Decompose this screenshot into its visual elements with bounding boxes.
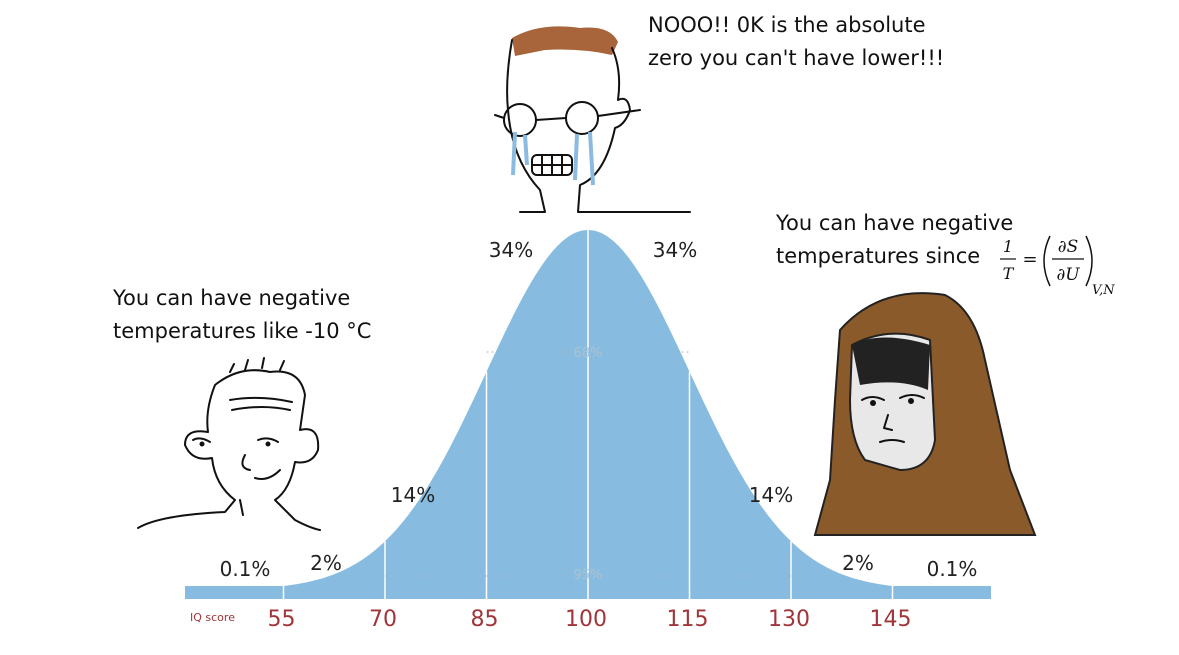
formula: 1 T = ∂S ∂U V,N <box>1000 235 1115 298</box>
tick-label: 100 <box>565 607 607 632</box>
caption: temperatures since <box>776 244 980 268</box>
tick-label: 145 <box>870 607 912 632</box>
formula-equals: = <box>1022 249 1037 270</box>
formula-subscript: V,N <box>1092 283 1115 298</box>
tick-label: 85 <box>471 607 499 632</box>
caption: NOOO!! 0K is the absolute <box>648 13 926 37</box>
band-label: 14% <box>749 483 793 507</box>
formula-partial-bottom: ∂U <box>1056 265 1080 285</box>
inner-label: 68% <box>574 346 603 361</box>
band-label: 34% <box>489 238 533 262</box>
parentheses <box>1043 235 1093 287</box>
formula-numerator: 1 <box>1003 237 1013 256</box>
formula-denominator: T <box>1003 264 1015 283</box>
axis-label: IQ score <box>190 611 235 624</box>
band-label: 14% <box>391 483 435 507</box>
formula-partial-top: ∂S <box>1058 237 1078 257</box>
caption: You can have negative <box>112 286 350 310</box>
caption: temperatures like -10 °C <box>113 319 371 343</box>
band-label: 0.1% <box>220 557 271 581</box>
band-label: 0.1% <box>927 557 978 581</box>
right-character <box>813 292 1037 536</box>
band-label: 2% <box>842 551 874 575</box>
left-character <box>137 357 321 531</box>
bell-curve: 68% 95% 0.1% 2% 14% 34% 34% 14% 2% 0.1% IQ score 55… <box>185 230 991 632</box>
tick-label: 70 <box>369 607 397 632</box>
tick-label: 115 <box>667 607 709 632</box>
caption: You can have negative <box>775 211 1013 235</box>
inner-label: 95% <box>574 568 603 583</box>
tick-label: 55 <box>268 607 296 632</box>
band-label: 2% <box>310 551 342 575</box>
band-label: 34% <box>653 238 697 262</box>
caption: zero you can't have lower!!! <box>648 46 944 70</box>
tick-label: 130 <box>768 607 810 632</box>
top-character <box>494 26 691 213</box>
